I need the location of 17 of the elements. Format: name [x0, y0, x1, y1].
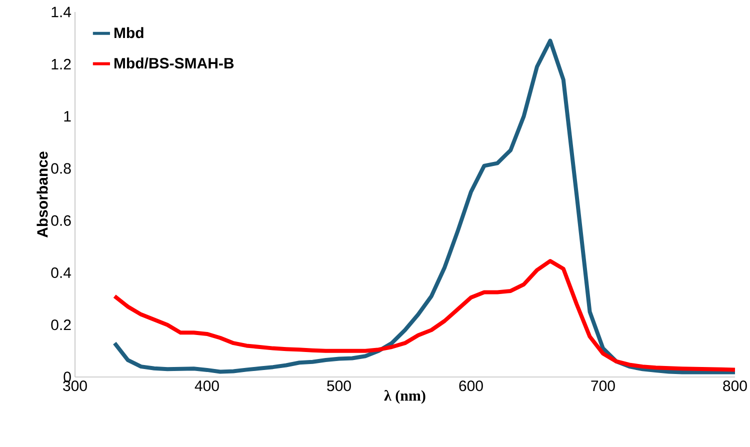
legend-label: Mbd: [114, 27, 144, 38]
y-tick-label: 0.6: [51, 215, 71, 226]
y-tick-label: 0.8: [51, 163, 71, 174]
x-axis-title: λ (nm): [384, 390, 426, 404]
y-tick-label: 1: [64, 111, 71, 122]
x-tick-label: 700: [591, 380, 615, 392]
x-tick-label: 400: [194, 380, 219, 392]
x-tick-label: 800: [723, 380, 747, 392]
x-tick-label: 600: [459, 380, 483, 392]
y-axis-title: Absorbance: [36, 152, 48, 238]
legend-label: Mbd/BS-SMAH-B: [114, 58, 234, 69]
y-tick-label: 0.2: [51, 320, 71, 330]
y-tick-label: 1.4: [52, 6, 72, 18]
y-tick-label: 0.4: [51, 267, 72, 278]
x-tick-label: 300: [63, 380, 87, 392]
x-tick-label: 500: [327, 380, 351, 392]
y-tick-label: 1.2: [52, 58, 71, 70]
